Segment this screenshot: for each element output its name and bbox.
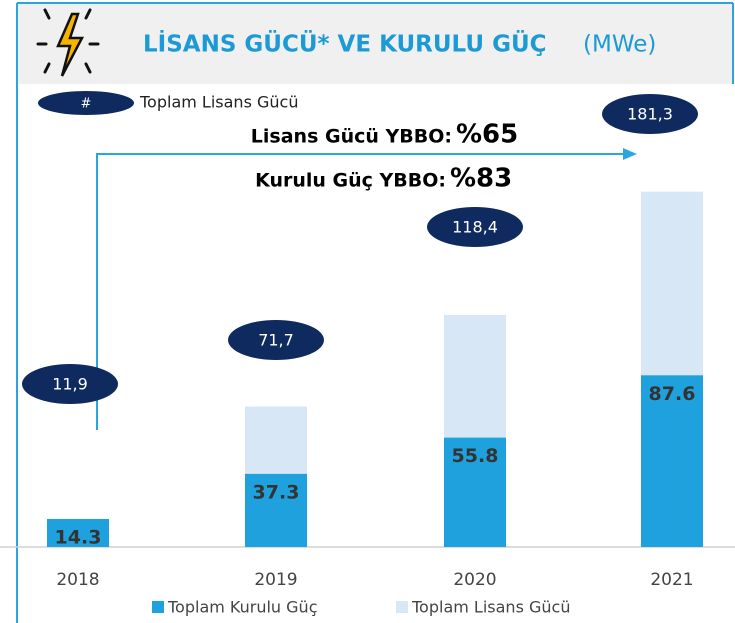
data-label: 37.3 (253, 481, 300, 503)
x-tick-label: 2021 (650, 570, 693, 590)
unit: (MWe) (583, 32, 656, 58)
icon (36, 8, 100, 77)
data-label: 14.3 (55, 526, 102, 548)
annotation-label: Kurulu Güç YBBO: (255, 170, 446, 192)
note-symbol: # (81, 97, 92, 112)
arrowhead (623, 148, 637, 160)
legend-label: Toplam Lisans Gücü (411, 598, 570, 617)
annotation-label: Lisans Gücü YBBO: (251, 126, 452, 148)
data-label: 118,4 (452, 218, 498, 237)
legend-label: Toplam Kurulu Güç (167, 598, 317, 617)
chart-title: LİSANS GÜCÜ* VE KURULU GÜÇ (143, 30, 547, 58)
header-band (17, 4, 733, 84)
annotation-value: %65 (456, 120, 518, 150)
installed-bar (444, 437, 506, 547)
value-bubble (22, 364, 118, 404)
x-tick-label: 2020 (453, 570, 496, 590)
data-label: 11,9 (52, 375, 88, 394)
note-label: Toplam Lisans Gücü (139, 93, 298, 112)
legend-swatch (152, 601, 164, 613)
installed-bar (47, 518, 109, 547)
data-label: 181,3 (627, 105, 673, 124)
growth-arrow (96, 153, 625, 430)
x-tick-label: 2018 (56, 570, 99, 590)
data-label: 87.6 (649, 383, 696, 405)
installed-bar (245, 473, 307, 547)
x-tick-label: 2019 (254, 570, 297, 590)
data-label: 55.8 (452, 445, 499, 467)
annotation-value: %83 (450, 164, 512, 194)
value-bubble (427, 207, 523, 247)
data-label: 71,7 (258, 331, 294, 350)
installed-bar (641, 375, 703, 547)
legend-swatch (396, 601, 408, 613)
note-symbol-bg (38, 91, 134, 115)
value-bubble (228, 320, 324, 360)
value-bubble (602, 94, 698, 134)
